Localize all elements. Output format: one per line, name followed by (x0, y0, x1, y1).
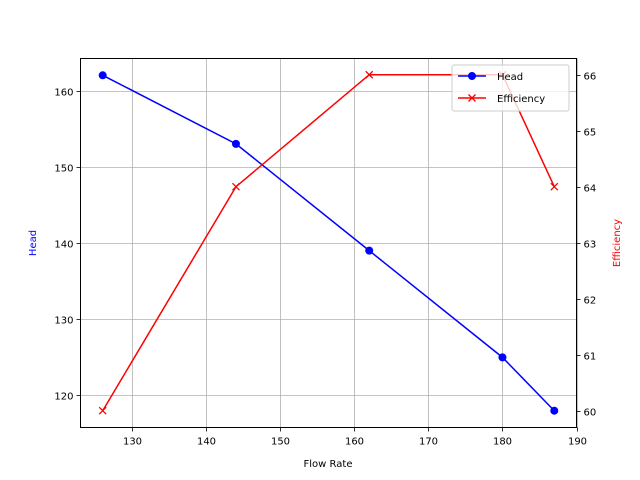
x-tick-label: 150 (271, 437, 290, 448)
grid-lines (80, 58, 578, 428)
y2-tick-label: 65 (584, 128, 597, 139)
series-head (98, 71, 559, 415)
x-marker-icon (468, 94, 476, 102)
x-tick-label: 180 (493, 437, 512, 448)
x-tick-label: 160 (345, 437, 364, 448)
legend-label-head: Head (497, 72, 523, 83)
data-series (98, 70, 559, 415)
y2-tick-label: 64 (584, 184, 597, 195)
y2-tick-label: 61 (584, 352, 597, 363)
x-marker-icon (98, 406, 107, 415)
y2-tick-label: 63 (584, 240, 597, 251)
y-tick-label: 130 (54, 316, 73, 327)
y2-tick-label: 66 (584, 72, 597, 83)
series-efficiency (98, 70, 559, 415)
x-tick-label: 170 (419, 437, 438, 448)
legend-item-efficiency: Efficiency (458, 94, 545, 105)
circle-marker-icon (365, 246, 374, 255)
x-tick-label: 130 (123, 437, 142, 448)
y-tick-label: 160 (54, 88, 73, 99)
x-axis-label: Flow Rate (304, 459, 353, 470)
circle-marker-icon (98, 71, 107, 80)
x-tick-label: 190 (568, 437, 587, 448)
x-tick-label: 140 (197, 437, 216, 448)
x-axis-ticks: 130 140 150 160 170 180 190 (123, 427, 587, 448)
circle-marker-icon (468, 72, 476, 80)
series-line (102, 74, 555, 412)
y-tick-label: 120 (54, 392, 73, 403)
y2-tick-label: 60 (584, 408, 597, 419)
y-axis-ticks: 120 130 140 150 160 (54, 88, 81, 403)
y-tick-label: 140 (54, 240, 73, 251)
legend-label-efficiency: Efficiency (497, 94, 545, 105)
y-tick-label: 150 (54, 164, 73, 175)
x-marker-icon (232, 182, 240, 191)
y2-axis-label: Efficiency (612, 219, 623, 267)
legend: Head Efficiency (451, 64, 570, 112)
series-line (102, 73, 555, 412)
circle-marker-icon (550, 406, 559, 415)
x-marker-icon (365, 70, 374, 79)
circle-marker-icon (498, 353, 507, 362)
x-marker-icon (550, 182, 559, 191)
y-axis-label: Head (28, 230, 39, 256)
circle-marker-icon (231, 139, 240, 148)
y2-tick-label: 62 (584, 296, 597, 307)
legend-item-head: Head (458, 72, 523, 83)
y2-axis-ticks: 60 61 62 63 64 65 66 (576, 72, 597, 419)
plot-frame (80, 58, 577, 428)
